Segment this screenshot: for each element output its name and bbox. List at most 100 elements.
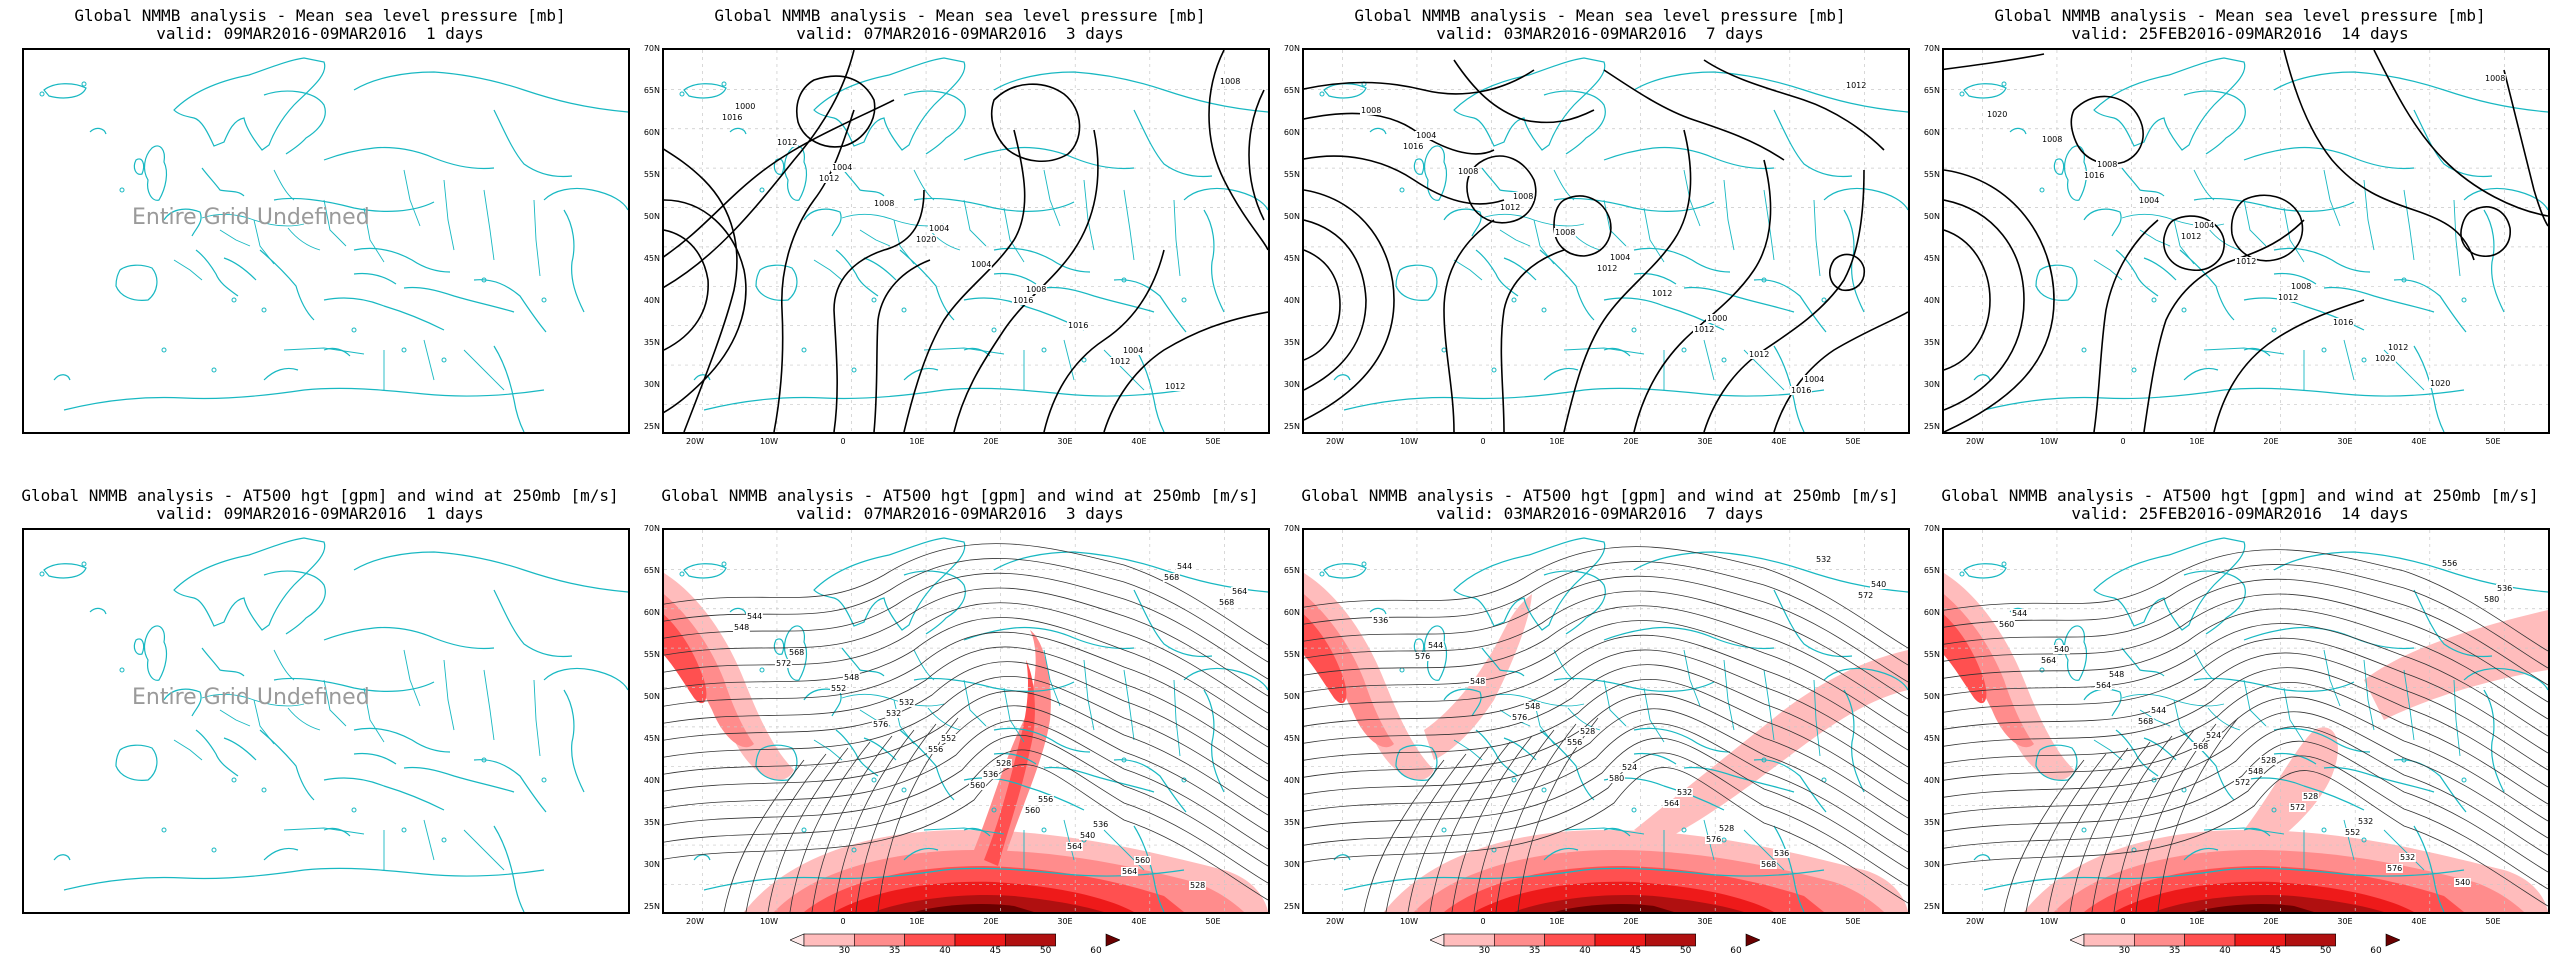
coastline <box>323 146 495 170</box>
lat-tick-label: 55N <box>1283 650 1300 659</box>
contour-label: 1008 <box>1458 167 1478 176</box>
lat-tick-label: 35N <box>1923 338 1940 347</box>
contour-label: 1016 <box>722 113 742 122</box>
isobar <box>1103 311 1268 432</box>
colorbar-swatch <box>789 933 805 947</box>
country-border <box>2173 699 2195 745</box>
lon-tick-label: 50E <box>1845 917 1861 926</box>
country-border <box>1563 347 1645 355</box>
isobar <box>1944 169 2055 432</box>
contour-label: 1016 <box>2084 171 2104 180</box>
jet-shading <box>1554 904 1674 912</box>
coastline <box>473 759 547 813</box>
coastline <box>1133 589 1213 658</box>
isobar <box>2070 95 2144 165</box>
jet-shading <box>664 573 794 780</box>
height-contour <box>1944 652 2548 771</box>
island <box>1121 277 1127 283</box>
island <box>81 81 87 87</box>
lat-tick-label: 45N <box>643 254 660 263</box>
lat-tick-label: 55N <box>643 170 660 179</box>
jet-shading <box>1944 573 2074 780</box>
lon-tick-label: 10E <box>909 437 925 446</box>
colorbar-swatch <box>1429 933 1445 947</box>
contour-label: 1016 <box>1068 321 1088 330</box>
height-contour <box>1429 741 1511 912</box>
jet-shading <box>1514 894 1744 912</box>
contour-label: 572 <box>1858 591 1873 600</box>
coastline <box>353 551 628 593</box>
country-border <box>2207 227 2241 251</box>
lon-tick-label: 20W <box>685 917 705 926</box>
lon-tick-label: 20E <box>2263 437 2279 446</box>
contour-label: 568 <box>2138 717 2153 726</box>
lat-tick-label: 65N <box>1923 86 1940 95</box>
contour-label: 1008 <box>874 199 894 208</box>
coastline <box>473 279 547 333</box>
height-contour <box>664 734 1268 867</box>
jet-shading <box>1304 594 1394 748</box>
height-contour <box>1304 546 1908 649</box>
country-border <box>1103 349 1145 391</box>
colorbar-tick-label: 50 <box>2319 946 2332 956</box>
lat-tick-label: 50N <box>1923 692 1940 701</box>
lon-tick-label: 20E <box>2263 917 2279 926</box>
lat-tick-label: 60N <box>1283 608 1300 617</box>
contour-label: 1004 <box>1804 375 1824 384</box>
island <box>1631 327 1637 333</box>
island <box>211 367 217 373</box>
isobar <box>796 75 876 148</box>
coastline <box>903 847 939 861</box>
isobar <box>1603 69 1785 161</box>
country-border <box>913 649 935 681</box>
wind-speed-shading <box>1304 573 1908 912</box>
coastline <box>115 744 158 781</box>
contour-label: 1000 <box>735 102 755 111</box>
island <box>2081 347 2087 353</box>
coastline <box>703 387 1185 411</box>
coastline <box>1413 158 1425 175</box>
island <box>901 787 907 793</box>
lon-tick-label: 40E <box>1131 917 1147 926</box>
coastline <box>195 249 239 297</box>
island <box>2081 827 2087 833</box>
height-contour <box>1944 770 2548 907</box>
coastline <box>993 71 1268 113</box>
country-border <box>1567 707 1601 731</box>
jet-shading <box>2194 904 2314 912</box>
lat-tick-label: 40N <box>1283 296 1300 305</box>
height-contour <box>1304 708 1908 836</box>
contour-label: 1020 <box>2430 379 2450 388</box>
country-border <box>423 339 435 381</box>
lat-tick-label: 70N <box>1923 44 1940 53</box>
colorbar-tick-label: 45 <box>989 946 1002 956</box>
country-border <box>1603 679 1627 727</box>
panel-valid-range: valid: 25FEB2016-09MAR2016 14 days <box>2071 24 2409 43</box>
island <box>2361 357 2367 363</box>
coastline <box>543 187 628 211</box>
island <box>2151 297 2157 303</box>
lat-tick-label: 50N <box>1283 212 1300 221</box>
country-border <box>1083 179 1095 251</box>
country-border <box>483 189 495 261</box>
lat-tick-label: 40N <box>1923 296 1940 305</box>
contour-label: 536 <box>2497 584 2512 593</box>
country-border <box>1553 169 1575 201</box>
island <box>1511 297 1517 303</box>
contour-label: 536 <box>1373 616 1388 625</box>
jet-shading <box>1304 614 1347 704</box>
coastline <box>323 626 495 650</box>
contour-label: 572 <box>2235 778 2250 787</box>
country-border <box>2139 229 2171 247</box>
coastline <box>403 766 515 793</box>
isobar <box>2213 299 2365 432</box>
jet-shading <box>2154 894 2384 912</box>
colorbar-swatch <box>2069 933 2085 947</box>
isobar <box>1208 50 1268 251</box>
island <box>2321 347 2327 353</box>
lon-tick-label: 30E <box>2337 437 2353 446</box>
contour-label: 1020 <box>916 235 936 244</box>
height-contour <box>789 741 871 912</box>
island <box>2131 367 2137 373</box>
country-border <box>1763 669 1775 741</box>
